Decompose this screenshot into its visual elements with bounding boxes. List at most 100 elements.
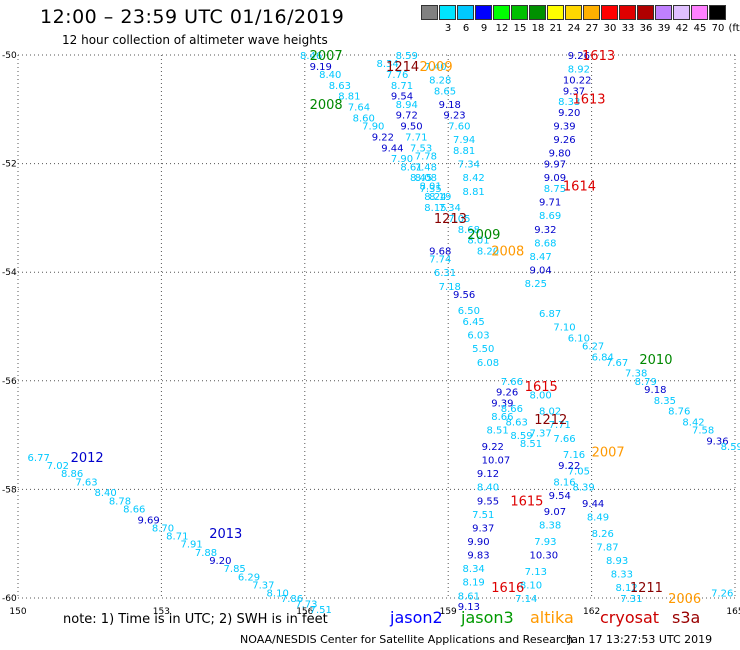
wave-height-value: 9.19 — [310, 62, 332, 73]
legend-value-label: 24 — [567, 23, 581, 34]
wave-height-value: 8.66 — [123, 504, 145, 515]
legend-swatch — [457, 5, 474, 20]
chart-subtitle: 12 hour collection of altimeter wave hei… — [62, 33, 328, 47]
wave-height-value: 9.83 — [467, 551, 489, 562]
satellite-label: jason2 — [390, 608, 443, 627]
legend-swatch — [619, 5, 636, 20]
wave-height-value: 8.01 — [467, 236, 489, 247]
wave-height-value: 7.40 — [424, 62, 446, 73]
legend-swatch — [547, 5, 564, 20]
wave-height-value: 7.66 — [553, 434, 575, 445]
x-tick-label: 159 — [440, 607, 457, 617]
wave-height-value: 7.71 — [549, 420, 571, 431]
wave-height-value: 5.50 — [472, 344, 494, 355]
wave-height-value: 9.54 — [391, 92, 413, 103]
satellite-label: jason3 — [461, 608, 514, 627]
wave-height-value: 7.51 — [472, 510, 494, 521]
wave-height-value: 7.37 — [529, 428, 551, 439]
legend-value-label: 42 — [675, 23, 689, 34]
legend-value-label: 30 — [603, 23, 617, 34]
wave-height-value: 8.39 — [572, 483, 594, 494]
x-tick-label: 150 — [9, 607, 26, 617]
wave-height-value: 7.66 — [501, 377, 523, 388]
wave-height-value: 9.37 — [563, 86, 585, 97]
wave-height-value: 7.48 — [415, 162, 437, 173]
wave-height-value: 9.37 — [472, 523, 494, 534]
wave-height-value: 7.93 — [534, 537, 556, 548]
wave-height-value: 8.71 — [166, 532, 188, 543]
legend-value-label: 9 — [480, 23, 488, 34]
wave-height-value: 8.33 — [558, 97, 580, 108]
wave-height-value: 8.94 — [396, 100, 418, 111]
wave-height-value: 8.33 — [611, 570, 633, 581]
wave-height-value: 8.26 — [592, 529, 614, 540]
wave-height-value: 6.84 — [592, 352, 614, 363]
wave-height-value: 8.08 — [415, 173, 437, 184]
wave-height-value: 8.10 — [520, 580, 542, 591]
wave-height-value: 7.26 — [711, 589, 733, 600]
wave-height-value: 8.71 — [391, 81, 413, 92]
legend-swatch — [601, 5, 618, 20]
wave-height-value: 7.60 — [448, 122, 470, 133]
wave-height-value: 7.90 — [362, 122, 384, 133]
wave-height-value: 8.93 — [606, 556, 628, 567]
timestamp: Jan 17 13:27:53 UTC 2019 — [568, 633, 713, 646]
track-time-label: 1613 — [572, 92, 605, 107]
wave-height-value: 7.05 — [568, 466, 590, 477]
wave-height-value: 8.24 — [424, 192, 446, 203]
wave-height-value: 7.10 — [553, 323, 575, 334]
wave-height-value: 7.58 — [692, 426, 714, 437]
legend-value-label: 15 — [513, 23, 527, 34]
wave-height-value: 7.86 — [281, 594, 303, 605]
legend-swatch — [421, 5, 438, 20]
track-time-label: 1214 — [386, 60, 419, 75]
wave-height-value: 8.69 — [539, 211, 561, 222]
wave-height-value: 8.34 — [377, 59, 399, 70]
y-tick-label: -50 — [2, 51, 17, 61]
wave-height-value: 7.90 — [391, 154, 413, 165]
wave-height-value: 8.68 — [534, 238, 556, 249]
wave-height-value: 7.71 — [405, 132, 427, 143]
legend-value-label: 33 — [621, 23, 635, 34]
wave-height-value: 6.29 — [238, 572, 260, 583]
wave-height-value: 7.38 — [625, 369, 647, 380]
legend-value-label: 27 — [585, 23, 599, 34]
wave-height-value: 8.76 — [668, 407, 690, 418]
wave-height-value: 8.45 — [410, 173, 432, 184]
y-tick-label: -52 — [2, 160, 17, 170]
legend-swatch — [493, 5, 510, 20]
wave-height-value: 7.74 — [429, 255, 451, 266]
wave-height-value: 7.78 — [415, 151, 437, 162]
chart-title: 12:00 – 23:59 UTC 01/16/2019 — [40, 6, 345, 28]
wave-height-value: 7.02 — [47, 461, 69, 472]
legend-value-label: 39 — [657, 23, 671, 34]
wave-height-value: 7.73 — [295, 599, 317, 610]
wave-height-value: 9.72 — [396, 111, 418, 122]
wave-height-value: 8.63 — [506, 418, 528, 429]
wave-height-value: 8.59 — [510, 431, 532, 442]
wave-height-value: 8.81 — [463, 187, 485, 198]
wave-height-value: 7.05 — [448, 214, 470, 225]
legend-value-label: 21 — [549, 23, 563, 34]
wave-height-value: 8.20 — [477, 246, 499, 257]
legend-value-label: 70 — [711, 23, 725, 34]
wave-height-value: 8.60 — [353, 113, 375, 124]
track-time-label: 2013 — [209, 527, 242, 542]
wave-height-value: 9.20 — [209, 556, 231, 567]
track-time-label: 2008 — [491, 244, 524, 259]
wave-height-value: 8.81 — [453, 146, 475, 157]
legend-value-label: 36 — [639, 23, 653, 34]
wave-height-value: 7.76 — [386, 70, 408, 81]
wave-height-value: 8.79 — [635, 377, 657, 388]
wave-height-value: 6.45 — [463, 317, 485, 328]
legend-swatch — [529, 5, 546, 20]
wave-height-value: 9.22 — [482, 442, 504, 453]
wave-height-value: 9.80 — [549, 149, 571, 160]
wave-height-value: 8.15 — [424, 203, 446, 214]
legend-swatch — [637, 5, 654, 20]
wave-height-value: 9.71 — [539, 198, 561, 209]
wave-height-value: 9.22 — [558, 461, 580, 472]
wave-height-value: 9.56 — [453, 290, 475, 301]
x-tick-label: 153 — [153, 607, 170, 617]
